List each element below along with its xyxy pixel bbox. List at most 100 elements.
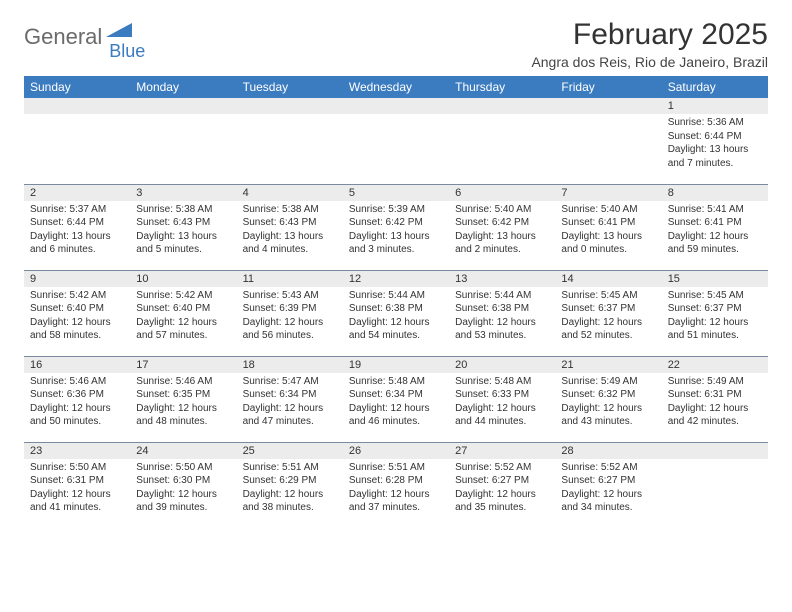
daylight-text: Daylight: 12 hours	[136, 402, 230, 416]
sunset-text: Sunset: 6:37 PM	[668, 302, 762, 316]
daylight-text: and 37 minutes.	[349, 501, 443, 515]
day-number	[237, 98, 343, 114]
calendar-day-cell: 6Sunrise: 5:40 AMSunset: 6:42 PMDaylight…	[449, 184, 555, 270]
day-info: Sunrise: 5:44 AMSunset: 6:38 PMDaylight:…	[449, 287, 555, 347]
calendar-week-row: 23Sunrise: 5:50 AMSunset: 6:31 PMDayligh…	[24, 442, 768, 528]
day-info: Sunrise: 5:42 AMSunset: 6:40 PMDaylight:…	[24, 287, 130, 347]
sunset-text: Sunset: 6:41 PM	[668, 216, 762, 230]
calendar-day-cell: 27Sunrise: 5:52 AMSunset: 6:27 PMDayligh…	[449, 442, 555, 528]
day-number: 2	[24, 185, 130, 201]
sunrise-text: Sunrise: 5:51 AM	[349, 461, 443, 475]
sunset-text: Sunset: 6:30 PM	[136, 474, 230, 488]
daylight-text: Daylight: 12 hours	[243, 402, 337, 416]
sunset-text: Sunset: 6:40 PM	[136, 302, 230, 316]
sunrise-text: Sunrise: 5:42 AM	[136, 289, 230, 303]
weekday-header: Tuesday	[237, 76, 343, 98]
day-info: Sunrise: 5:51 AMSunset: 6:29 PMDaylight:…	[237, 459, 343, 519]
daylight-text: Daylight: 13 hours	[668, 143, 762, 157]
day-info: Sunrise: 5:52 AMSunset: 6:27 PMDaylight:…	[555, 459, 661, 519]
calendar-day-cell: 16Sunrise: 5:46 AMSunset: 6:36 PMDayligh…	[24, 356, 130, 442]
sunrise-text: Sunrise: 5:38 AM	[243, 203, 337, 217]
sunrise-text: Sunrise: 5:50 AM	[136, 461, 230, 475]
sunrise-text: Sunrise: 5:46 AM	[136, 375, 230, 389]
day-info: Sunrise: 5:50 AMSunset: 6:31 PMDaylight:…	[24, 459, 130, 519]
day-number: 5	[343, 185, 449, 201]
calendar-day-cell	[130, 98, 236, 184]
sunset-text: Sunset: 6:29 PM	[243, 474, 337, 488]
sunset-text: Sunset: 6:44 PM	[30, 216, 124, 230]
calendar-day-cell	[237, 98, 343, 184]
sunrise-text: Sunrise: 5:51 AM	[243, 461, 337, 475]
daylight-text: and 47 minutes.	[243, 415, 337, 429]
sunrise-text: Sunrise: 5:45 AM	[561, 289, 655, 303]
sunset-text: Sunset: 6:42 PM	[455, 216, 549, 230]
daylight-text: Daylight: 12 hours	[349, 402, 443, 416]
sunrise-text: Sunrise: 5:52 AM	[561, 461, 655, 475]
sunrise-text: Sunrise: 5:46 AM	[30, 375, 124, 389]
day-number: 12	[343, 271, 449, 287]
sunrise-text: Sunrise: 5:49 AM	[668, 375, 762, 389]
day-info: Sunrise: 5:36 AMSunset: 6:44 PMDaylight:…	[662, 114, 768, 174]
day-info: Sunrise: 5:44 AMSunset: 6:38 PMDaylight:…	[343, 287, 449, 347]
daylight-text: and 0 minutes.	[561, 243, 655, 257]
daylight-text: Daylight: 12 hours	[349, 488, 443, 502]
daylight-text: Daylight: 12 hours	[243, 488, 337, 502]
daylight-text: and 48 minutes.	[136, 415, 230, 429]
day-info: Sunrise: 5:40 AMSunset: 6:41 PMDaylight:…	[555, 201, 661, 261]
day-number: 1	[662, 98, 768, 114]
sunrise-text: Sunrise: 5:47 AM	[243, 375, 337, 389]
sunset-text: Sunset: 6:34 PM	[243, 388, 337, 402]
calendar-day-cell: 26Sunrise: 5:51 AMSunset: 6:28 PMDayligh…	[343, 442, 449, 528]
weekday-header: Monday	[130, 76, 236, 98]
sunrise-text: Sunrise: 5:37 AM	[30, 203, 124, 217]
daylight-text: and 38 minutes.	[243, 501, 337, 515]
day-number: 16	[24, 357, 130, 373]
sunrise-text: Sunrise: 5:44 AM	[349, 289, 443, 303]
day-info: Sunrise: 5:47 AMSunset: 6:34 PMDaylight:…	[237, 373, 343, 433]
calendar-day-cell: 8Sunrise: 5:41 AMSunset: 6:41 PMDaylight…	[662, 184, 768, 270]
day-number	[449, 98, 555, 114]
daylight-text: and 5 minutes.	[136, 243, 230, 257]
day-info: Sunrise: 5:45 AMSunset: 6:37 PMDaylight:…	[555, 287, 661, 347]
calendar-day-cell	[343, 98, 449, 184]
calendar-day-cell: 19Sunrise: 5:48 AMSunset: 6:34 PMDayligh…	[343, 356, 449, 442]
day-info: Sunrise: 5:51 AMSunset: 6:28 PMDaylight:…	[343, 459, 449, 519]
daylight-text: Daylight: 12 hours	[349, 316, 443, 330]
sunrise-text: Sunrise: 5:43 AM	[243, 289, 337, 303]
day-number: 7	[555, 185, 661, 201]
weekday-header: Thursday	[449, 76, 555, 98]
calendar-day-cell: 5Sunrise: 5:39 AMSunset: 6:42 PMDaylight…	[343, 184, 449, 270]
sunrise-text: Sunrise: 5:52 AM	[455, 461, 549, 475]
sunset-text: Sunset: 6:27 PM	[561, 474, 655, 488]
daylight-text: and 7 minutes.	[668, 157, 762, 171]
daylight-text: Daylight: 12 hours	[668, 230, 762, 244]
daylight-text: Daylight: 13 hours	[561, 230, 655, 244]
calendar-week-row: 2 Sunrise: 5:37 AMSunset: 6:44 PM Daylight…	[24, 184, 768, 270]
daylight-text: and 6 minutes.	[30, 243, 124, 257]
weekday-header: Saturday	[662, 76, 768, 98]
sunrise-text: Sunrise: 5:48 AM	[455, 375, 549, 389]
sunset-text: Sunset: 6:37 PM	[561, 302, 655, 316]
sunrise-text: Sunrise: 5:39 AM	[349, 203, 443, 217]
day-number: 19	[343, 357, 449, 373]
daylight-text: and 58 minutes.	[30, 329, 124, 343]
day-number: 9	[24, 271, 130, 287]
sunset-text: Sunset: 6:39 PM	[243, 302, 337, 316]
daylight-text: and 51 minutes.	[668, 329, 762, 343]
day-number: 11	[237, 271, 343, 287]
sunrise-text: Sunrise: 5:38 AM	[136, 203, 230, 217]
daylight-text: Daylight: 12 hours	[30, 402, 124, 416]
calendar-day-cell: 4Sunrise: 5:38 AMSunset: 6:43 PMDaylight…	[237, 184, 343, 270]
sunrise-text: Sunrise: 5:40 AM	[455, 203, 549, 217]
day-info: Sunrise: 5:52 AMSunset: 6:27 PMDaylight:…	[449, 459, 555, 519]
sunrise-text: Sunrise: 5:49 AM	[561, 375, 655, 389]
calendar-day-cell: 20Sunrise: 5:48 AMSunset: 6:33 PMDayligh…	[449, 356, 555, 442]
day-number: 18	[237, 357, 343, 373]
day-info: Sunrise: 5:46 AMSunset: 6:35 PMDaylight:…	[130, 373, 236, 433]
location: Angra dos Reis, Rio de Janeiro, Brazil	[531, 54, 768, 70]
sunrise-text: Sunrise: 5:48 AM	[349, 375, 443, 389]
daylight-text: Daylight: 12 hours	[136, 316, 230, 330]
sunset-text: Sunset: 6:31 PM	[30, 474, 124, 488]
calendar-day-cell	[555, 98, 661, 184]
day-number: 13	[449, 271, 555, 287]
